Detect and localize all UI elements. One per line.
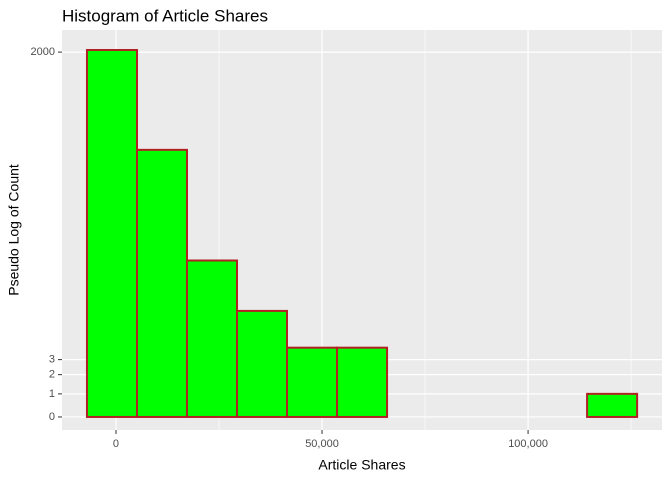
- y-tick-label: 0: [49, 411, 55, 423]
- bar: [236, 309, 288, 418]
- bar: [336, 346, 389, 418]
- y-tick-label: 3: [49, 354, 55, 366]
- bar: [286, 346, 339, 418]
- y-axis-label: Pseudo Log of Count: [6, 164, 22, 296]
- y-tick-label: 1: [49, 388, 55, 400]
- y-tick-label: 2: [49, 369, 55, 381]
- bar: [85, 48, 138, 418]
- chart-title: Histogram of Article Shares: [62, 6, 268, 25]
- bar: [136, 148, 188, 418]
- x-tick-label: 50,000: [305, 438, 339, 450]
- x-tick-label: 0: [113, 438, 119, 450]
- y-tick-label: 2000: [31, 46, 55, 58]
- bar: [586, 392, 639, 418]
- bar: [185, 259, 239, 418]
- x-axis-label: Article Shares: [318, 457, 405, 473]
- x-tick-label: 100,000: [508, 438, 548, 450]
